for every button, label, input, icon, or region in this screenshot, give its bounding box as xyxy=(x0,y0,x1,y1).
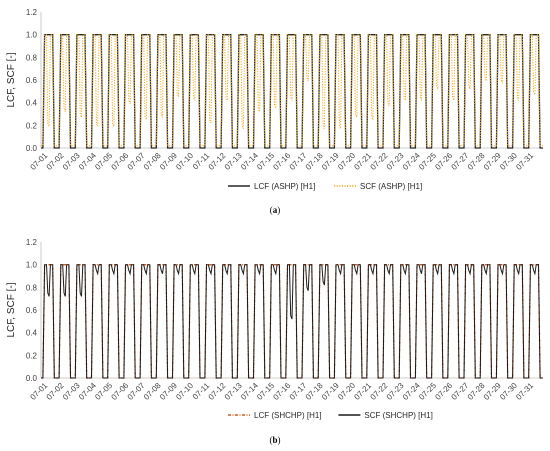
y-tick-label: 0.2 xyxy=(26,351,38,360)
legend: LCF (ASHP) [H1] SCF (ASHP) [H1] xyxy=(228,182,422,191)
y-tick-label: 1.2 xyxy=(26,238,38,247)
y-tick-label: 0.0 xyxy=(26,374,38,383)
y-tick-label: 0.8 xyxy=(26,283,38,292)
x-tick-label: 07-10 xyxy=(174,381,195,402)
y-tick-label: 1.0 xyxy=(26,31,38,40)
y-tick-label: 1.2 xyxy=(26,8,38,17)
y-tick-label: 0.6 xyxy=(26,306,38,315)
x-tick-label: 07-10 xyxy=(174,151,195,172)
legend: LCF (SHCHP) [H1] SCF (SHCHP) [H1] xyxy=(228,411,433,420)
legend-label: LCF (ASHP) [H1] xyxy=(254,182,315,191)
y-tick-label: 0.8 xyxy=(26,53,38,62)
panel-caption-letter: a xyxy=(273,205,278,215)
panel-caption: (b) xyxy=(269,435,280,445)
legend-label: LCF (SHCHP) [H1] xyxy=(254,411,322,420)
y-tick-label: 0.6 xyxy=(26,76,38,85)
series-line-0 xyxy=(41,264,543,379)
y-tick-label: 1.0 xyxy=(26,261,38,270)
y-axis-title: LCF, SCF [-] xyxy=(6,282,17,337)
x-tick-label: 07-31 xyxy=(514,151,535,172)
legend-label: SCF (SHCHP) [H1] xyxy=(364,411,432,420)
series-line-0 xyxy=(41,34,543,149)
panel-caption-letter: b xyxy=(272,435,277,445)
y-axis-title: LCF, SCF [-] xyxy=(6,52,17,107)
series-line-1 xyxy=(41,264,543,379)
x-tick-label: 07-31 xyxy=(514,381,535,402)
y-tick-label: 0.4 xyxy=(26,99,38,108)
y-tick-label: 0.2 xyxy=(26,121,38,130)
legend-label: SCF (ASHP) [H1] xyxy=(360,182,422,191)
y-tick-label: 0.0 xyxy=(26,144,38,153)
panel-caption: (a) xyxy=(270,205,281,215)
y-tick-label: 0.4 xyxy=(26,329,38,338)
series-line-1 xyxy=(41,34,543,147)
